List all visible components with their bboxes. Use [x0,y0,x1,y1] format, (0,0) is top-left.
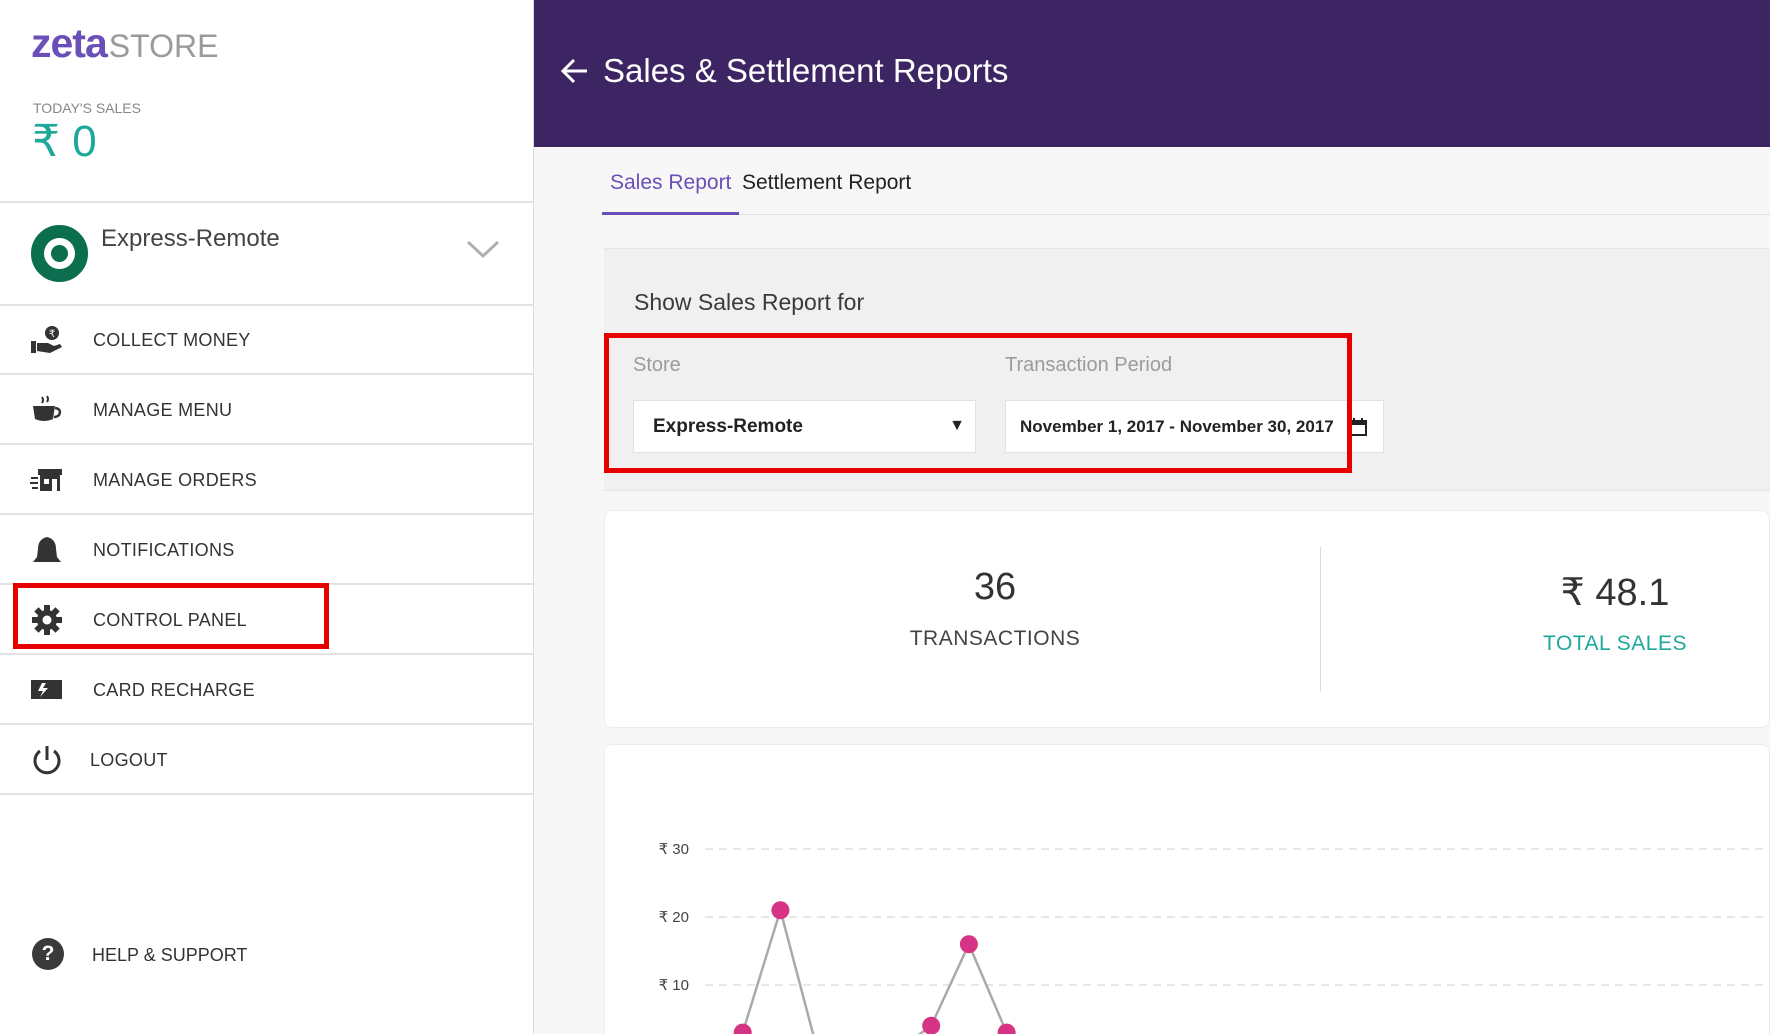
store-select[interactable]: Express-Remote ▼ [633,400,976,453]
chevron-down-icon[interactable] [466,239,500,259]
sidebar: zetaSTORE TODAY'S SALES ₹ 0 Express-Remo… [0,0,534,1034]
collect-money-icon: ₹ [30,325,64,355]
stats-divider [1320,547,1321,692]
data-point[interactable] [959,935,978,954]
store-logo [31,225,88,282]
transactions-value: 36 [973,566,1017,608]
total-sales-value: ₹ 48.1 [1560,572,1670,614]
transaction-period-input[interactable]: November 1, 2017 - November 30, 2017 [1005,400,1384,453]
total-sales-label: TOTAL SALES [1543,632,1687,655]
data-point[interactable] [922,1016,941,1034]
sidebar-item-control-panel[interactable]: CONTROL PANEL [0,585,534,655]
caret-down-icon: ▼ [949,417,965,434]
coffee-cup-icon [30,395,64,425]
divider [0,304,534,306]
data-point[interactable] [733,1023,752,1034]
today-sales-label: TODAY'S SALES [33,100,141,116]
svg-text:₹: ₹ [49,329,55,340]
y-tick-label: ₹ 20 [659,909,689,926]
transaction-period-value: November 1, 2017 - November 30, 2017 [1020,417,1334,436]
tab-settlement-report[interactable]: Settlement Report [742,171,912,194]
data-point[interactable] [771,901,790,920]
sidebar-item-manage-menu[interactable]: MANAGE MENU [0,375,534,445]
tab-sales-report[interactable]: Sales Report [602,171,740,215]
page-title: Sales & Settlement Reports [603,52,1009,89]
bell-icon [30,535,64,565]
sidebar-nav: ₹ COLLECT MONEY MANAGE MENU MANAGE ORDER… [0,305,534,795]
sales-line-chart: ₹ 30₹ 20₹ 10₹ 0 [659,841,1770,1034]
card-icon [30,675,64,705]
gear-icon [30,605,64,635]
highlight-box-control-panel [13,583,329,649]
sidebar-item-manage-orders[interactable]: MANAGE ORDERS [0,445,534,515]
sidebar-item-notifications[interactable]: NOTIFICATIONS [0,515,534,585]
sidebar-item-logout[interactable]: LOGOUT [0,725,534,795]
sidebar-item-label: NOTIFICATIONS [93,540,235,560]
sidebar-item-card-recharge[interactable]: CARD RECHARGE [0,655,534,725]
sidebar-item-label: MANAGE ORDERS [93,470,257,490]
transactions-label: TRANSACTIONS [909,627,1081,650]
brand-logo: zetaSTORE [31,20,218,67]
y-tick-label: ₹ 10 [659,977,689,994]
store-icon [30,465,64,495]
store-switcher[interactable]: Express-Remote [0,203,534,305]
period-field-label: Transaction Period [1005,354,1173,376]
filter-title: Show Sales Report for [634,289,865,315]
help-support-label: HELP & SUPPORT [92,945,248,965]
header: Sales & Settlement Reports [534,0,1770,147]
sidebar-item-label: LOGOUT [90,750,168,770]
divider [0,201,534,203]
question-icon: ? [32,938,64,970]
store-name: Express-Remote [101,225,280,252]
sidebar-item-label: MANAGE MENU [93,400,233,420]
sidebar-item-label: CARD RECHARGE [93,680,255,700]
brand-name: zeta [31,20,108,66]
brand-suffix: STORE [108,28,219,64]
power-icon [30,745,64,775]
store-select-value: Express-Remote [653,416,803,437]
sales-chart-card: ₹ 30₹ 20₹ 10₹ 0 [604,744,1770,1034]
series-line [737,905,1015,1034]
store-field-label: Store [633,354,681,376]
data-point[interactable] [997,1023,1016,1034]
sidebar-item-collect-money[interactable]: ₹ COLLECT MONEY [0,305,534,375]
help-support-link[interactable]: ? HELP & SUPPORT [0,935,534,975]
sidebar-item-label: COLLECT MONEY [93,330,251,350]
report-tabs: Sales Report Settlement Report [602,147,1770,215]
back-arrow-icon[interactable] [560,56,590,86]
highlight-box-filters [604,333,1352,473]
sidebar-item-label: CONTROL PANEL [93,610,247,630]
today-sales-value: ₹ 0 [32,117,97,166]
stats-card: 36 TRANSACTIONS ₹ 48.1 TOTAL SALES [604,510,1770,728]
y-tick-label: ₹ 30 [659,841,689,858]
main-content: Sales Report Settlement Report Show Sale… [534,147,1770,1034]
